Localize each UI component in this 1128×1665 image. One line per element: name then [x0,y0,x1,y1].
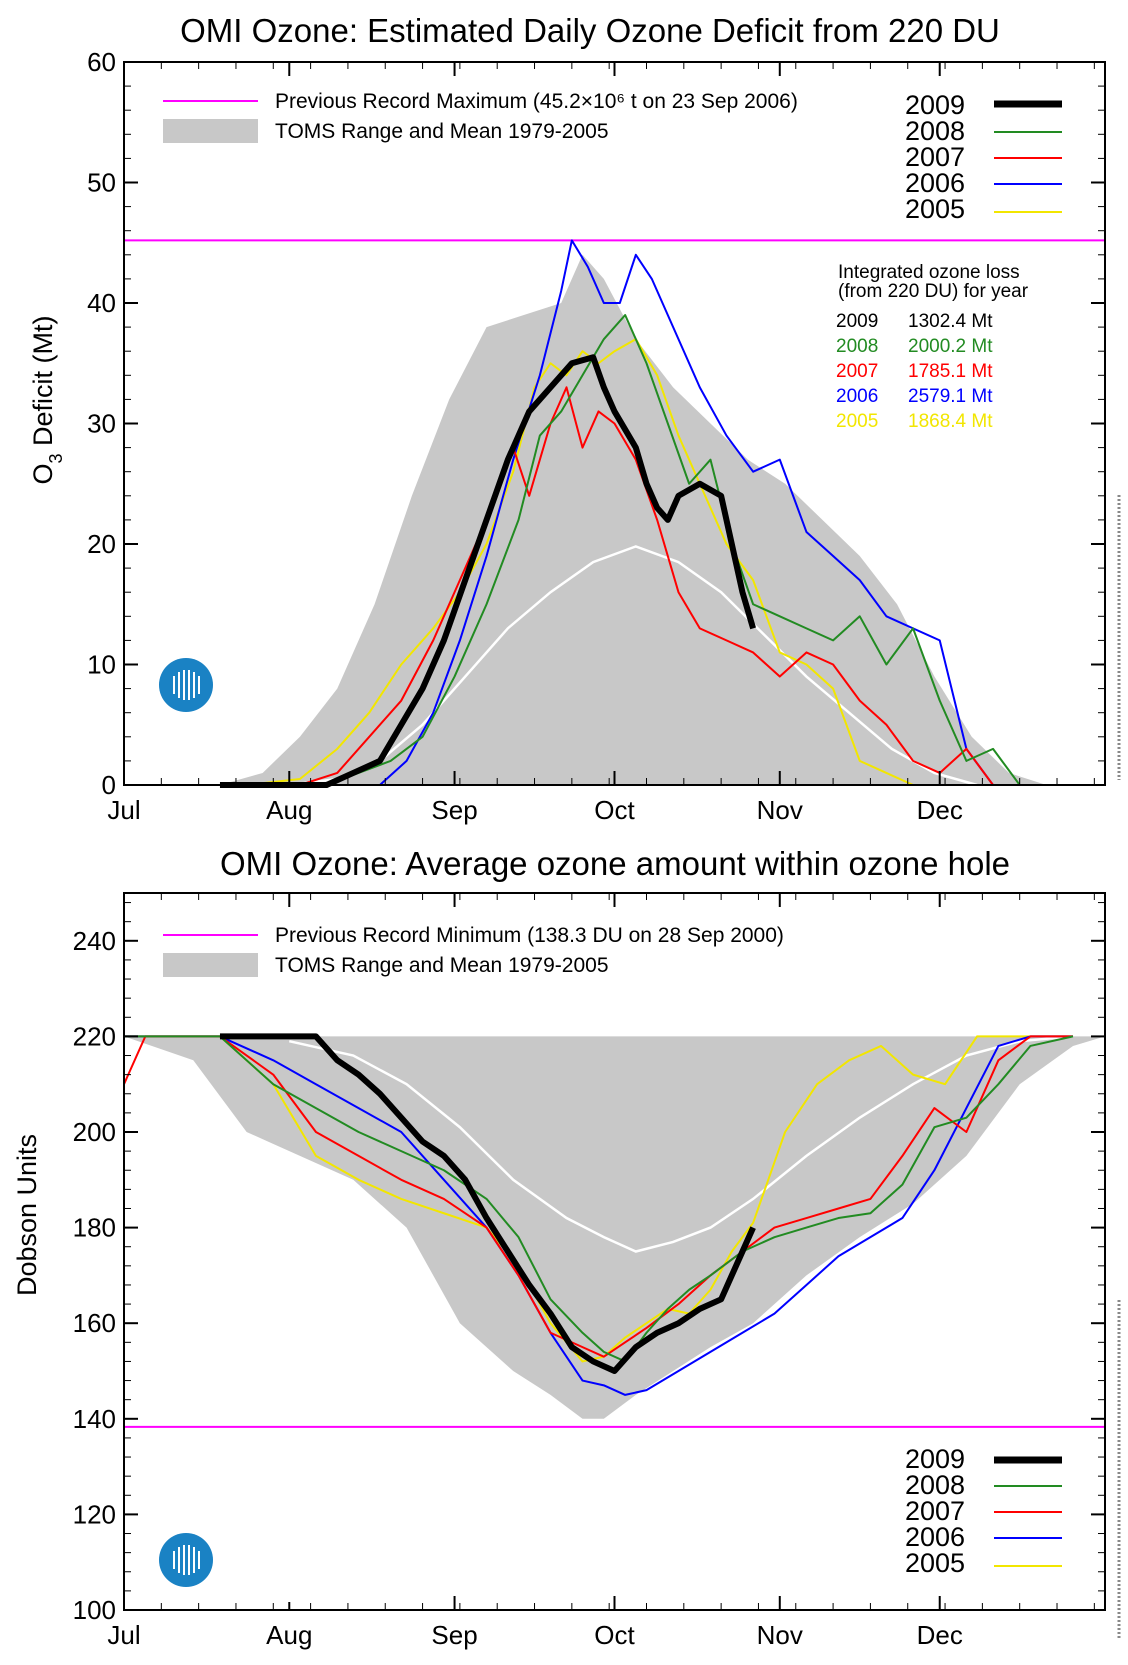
top-ytick-label: 60 [87,47,116,77]
bottom-xtick-label: Dec [917,1620,963,1650]
top-xtick-label: Dec [917,795,963,825]
bottom-ytick-label: 240 [73,926,116,956]
bottom-ytick-label: 200 [73,1117,116,1147]
bottom-ytick-label: 160 [73,1308,116,1338]
bottom-series-2008 [124,1035,1074,1363]
csiro-credit-box [166,715,206,749]
bottom-ytick-label: 120 [73,1499,116,1529]
bottom-chart-title: OMI Ozone: Average ozone amount within o… [220,845,1010,882]
top-legend-year-2007: 2007 [905,142,965,172]
bottom-year-legend: 2009 2008 2007 2006 2005 [905,1444,1062,1578]
integrated-value-2009: 1302.4 Mt [908,311,993,332]
integrated-year-2006: 2006 [836,386,878,407]
top-legend-year-2006: 2006 [905,168,965,198]
bottom-toms-mean-line [289,1035,1074,1253]
integrated-value-2007: 1785.1 Mt [908,361,993,382]
bottom-ytick-label: 180 [73,1213,116,1243]
bottom-legend-year-2006: 2006 [905,1522,965,1552]
bottom-series-2009 [219,1033,756,1374]
top-y-axis-label: O3 Deficit (Mt) [28,315,66,484]
bottom-xtick-label: Sep [431,1620,477,1650]
bottom-ytick-label: 140 [73,1404,116,1434]
bottom-ytick-label: 100 [73,1595,116,1625]
bottom-xtick-label: Jul [107,1620,140,1650]
csiro-logo-bars-bottom [173,1545,200,1575]
bottom-legend-year-2005: 2005 [905,1548,965,1578]
top-range-legend-swatch [163,119,258,143]
top-ytick-label: 50 [87,168,116,198]
bottom-range-legend-label: TOMS Range and Mean 1979-2005 [275,954,609,977]
bottom-record-legend-label: Previous Record Minimum (138.3 DU on 28 … [275,924,784,947]
integrated-loss-table: Integrated ozone loss (from 220 DU) for … [836,262,1029,432]
top-ytick-label: 30 [87,409,116,439]
top-ytick-label: 10 [87,650,116,680]
bottom-xtick-label: Oct [594,1620,635,1650]
integrated-title-line1: Integrated ozone loss [838,262,1020,283]
top-series-2009 [219,354,756,788]
integrated-year-2008: 2008 [836,336,878,357]
top-ytick-label: 20 [87,529,116,559]
bottom-ytick-label: 220 [73,1021,116,1051]
top-series-2007 [299,386,994,786]
bottom-series-2006 [124,1035,1074,1396]
top-legend-year-2005: 2005 [905,194,965,224]
top-series-2006 [379,239,994,786]
top-series-2008 [326,314,1021,786]
csiro-logo-bottom [159,1533,412,1602]
csiro-logo-top [159,658,213,749]
integrated-title-line2: (from 220 DU) for year [838,281,1029,302]
top-series-2005 [246,338,940,786]
csiro-logo-circle-bottom [159,1533,213,1587]
top-record-legend-label: Previous Record Maximum (45.2×10⁶ t on 2… [275,90,798,113]
bottom-legend-year-2008: 2008 [905,1470,965,1500]
top-legend-year-2009: 2009 [905,90,965,120]
csiro-logo-circle [159,658,213,712]
top-range-legend-label: TOMS Range and Mean 1979-2005 [275,120,609,143]
integrated-value-2008: 2000.2 Mt [908,336,993,357]
top-xtick-label: Nov [757,795,803,825]
bottom-plot-area: 100 120 140 160 180 200 220 240 Jul Aug Sep Oct Nov D… [73,892,1106,1650]
bottom-toms-range-area [124,1036,1105,1419]
csiro-credit-strip-bottom [162,1590,412,1602]
top-year-legend: 2009 2008 2007 2006 2005 [905,90,1062,224]
top-xtick-label: Jul [107,795,140,825]
top-chart-title: OMI Ozone: Estimated Daily Ozone Deficit… [180,12,1000,49]
integrated-value-2005: 1868.4 Mt [908,411,993,432]
top-toms-mean-line [289,545,978,787]
top-xtick-label: Oct [594,795,635,825]
bottom-series-2005 [124,1035,1074,1363]
integrated-year-2005: 2005 [836,411,878,432]
csiro-logo-bars [173,670,200,700]
top-toms-range-area [219,254,1084,786]
top-ytick-label: 40 [87,288,116,318]
bottom-y-axis-label: Dobson Units [12,1134,42,1296]
top-xtick-label: Aug [266,795,312,825]
top-ytick-label: 0 [102,770,116,800]
top-legend-year-2008: 2008 [905,116,965,146]
bottom-range-legend-swatch [163,953,258,977]
bottom-xtick-label: Aug [266,1620,312,1650]
bottom-xtick-label: Nov [757,1620,803,1650]
integrated-year-2009: 2009 [836,311,878,332]
bottom-legend-year-2007: 2007 [905,1496,965,1526]
integrated-value-2006: 2579.1 Mt [908,386,993,407]
top-xtick-label: Sep [431,795,477,825]
integrated-year-2007: 2007 [836,361,878,382]
top-plot-area: 0 10 20 30 40 50 60 Jul Aug Sep Oct Nov Dec [87,47,1106,825]
bottom-legend-year-2009: 2009 [905,1444,965,1474]
bottom-series-2007 [123,1035,1074,1358]
